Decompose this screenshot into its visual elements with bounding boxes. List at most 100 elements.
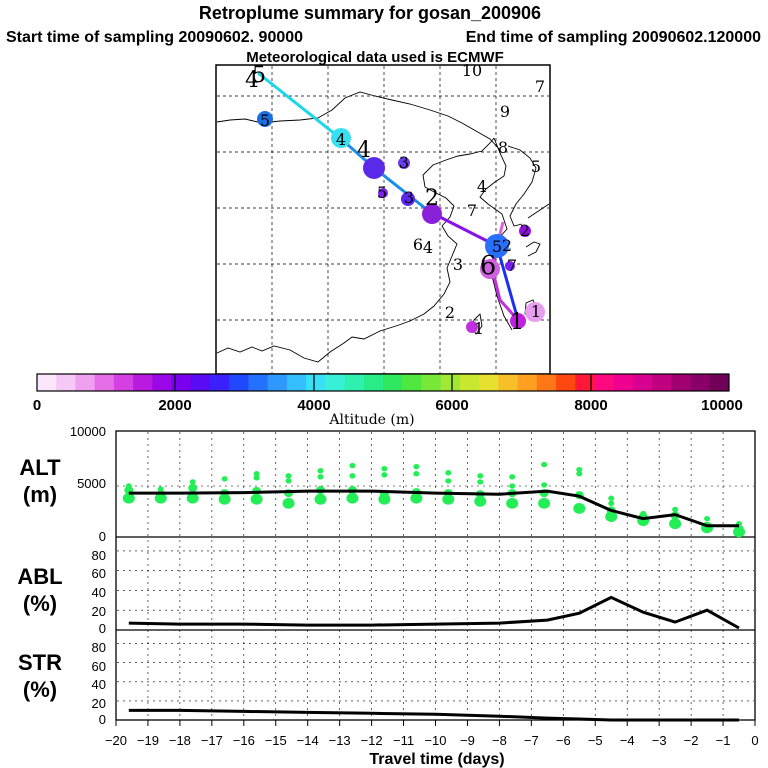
alt-cluster-dot — [349, 473, 356, 479]
alt-cluster-dot — [640, 510, 647, 517]
alt-cluster-dot — [538, 497, 551, 509]
cluster-marker — [519, 225, 531, 237]
alt-cluster-dot — [704, 515, 711, 522]
cluster-marker — [363, 157, 385, 179]
cluster-marker — [525, 302, 545, 322]
alt-cluster-dot — [317, 474, 324, 480]
alt-cluster-dot — [125, 483, 132, 489]
cluster-label-1-c: 1 — [531, 302, 541, 321]
cluster-label-2-mid: 2 — [425, 186, 439, 211]
x-tick-label: −14 — [297, 733, 319, 748]
x-tick-label: −7 — [524, 733, 539, 748]
x-tick-label: −12 — [361, 733, 383, 748]
colorbar-cell — [94, 374, 115, 391]
colorbar-cell — [248, 374, 269, 391]
cluster-marker — [398, 157, 410, 169]
alt-cluster-dot — [576, 466, 583, 473]
x-tick-label: −6 — [556, 733, 571, 748]
colorbar-cell — [171, 374, 192, 391]
x-tick-label: −10 — [424, 733, 446, 748]
colorbar-cell — [267, 374, 288, 391]
colorbar-cell — [75, 374, 96, 391]
cluster-label-4-nw: 4 — [245, 68, 259, 93]
cluster-label-7-ne: 7 — [535, 77, 545, 96]
alt-cluster-dot — [381, 465, 388, 472]
alt-cluster-dot — [477, 479, 484, 485]
colorbar-cell — [440, 374, 461, 391]
str-ytick-0: 0 — [99, 712, 106, 727]
x-tick-label: −2 — [684, 733, 699, 748]
abl-panel-unit: (%) — [23, 591, 57, 616]
colorbar-cell — [479, 374, 499, 391]
str-ytick-20: 20 — [92, 696, 106, 711]
alt-cluster-dot — [669, 518, 682, 530]
colorbar-cell — [152, 374, 173, 391]
alt-cluster-dot — [608, 500, 615, 507]
cluster-label-9: 9 — [500, 102, 510, 121]
abl-panel-label: ABL — [17, 564, 62, 589]
colorbar-cell — [383, 374, 403, 391]
cluster-label-5-gosan: 5 — [492, 237, 502, 256]
cluster-marker — [257, 111, 273, 127]
trajectory-segment — [495, 245, 520, 321]
alt-cluster-dot — [477, 473, 484, 479]
cluster-label-8: 8 — [498, 138, 508, 157]
alt-cluster-dot — [442, 493, 455, 505]
alt-cluster-dot — [189, 479, 196, 485]
str-ytick-40: 40 — [92, 677, 106, 692]
series-lines — [128, 489, 740, 722]
alt-cluster-dot — [410, 492, 423, 504]
cluster-label-5-e: 5 — [531, 157, 541, 176]
x-tick-label: −11 — [393, 733, 414, 748]
alt-cluster-dot — [122, 492, 135, 504]
cluster-label-3-b: 3 — [404, 188, 414, 207]
colorbar-cell — [210, 374, 230, 391]
start-time-label: Start time of sampling 20090602. 90000 — [6, 29, 303, 46]
cluster-label-7-s: 7 — [507, 256, 517, 275]
cluster-label-4-big: 4 — [357, 138, 371, 163]
x-tick-label: −4 — [620, 733, 635, 748]
abl-ytick-0: 0 — [99, 621, 106, 636]
alt-ytick-5000: 5000 — [77, 476, 106, 491]
colorbar-cell — [459, 374, 480, 391]
x-tick-label: −1 — [716, 733, 731, 748]
alt-cluster-dot — [282, 497, 295, 509]
alt-cluster-dot — [381, 472, 388, 478]
colorbar-tick-2000: 2000 — [158, 397, 191, 414]
cluster-label-7-mid: 7 — [467, 201, 477, 220]
x-tick-label: −3 — [652, 733, 667, 748]
colorbar-cell — [306, 374, 326, 391]
alt-cluster-dot — [474, 495, 487, 507]
colorbar-cell — [652, 374, 672, 391]
colorbar-cells — [37, 374, 730, 391]
cluster-label-6-big: 6 — [480, 251, 497, 281]
cluster-label-6-w: 6 — [413, 235, 423, 254]
colorbar-tick-4000: 4000 — [297, 397, 330, 414]
abl-ytick-60: 60 — [92, 566, 106, 581]
alt-cluster-dot — [541, 461, 548, 468]
x-axis-label: Travel time (days) — [369, 751, 504, 768]
alt-cluster-dot — [506, 497, 519, 509]
cluster-label-2-s: 2 — [445, 303, 455, 322]
x-tick-label: −16 — [233, 733, 255, 748]
str-panel-unit: (%) — [23, 677, 57, 702]
colorbar-cell — [498, 374, 519, 391]
alt-cluster-dot — [608, 495, 615, 501]
alt-cluster-dot — [221, 476, 228, 482]
colorbar-cell — [632, 374, 653, 391]
x-tick-label: −20 — [105, 733, 127, 748]
alt-cluster-dot — [445, 478, 452, 484]
alt-cluster-dot — [349, 462, 356, 469]
cluster-marker — [485, 234, 509, 258]
chart-title: Retroplume summary for gosan_200906 — [199, 3, 541, 23]
colorbar-cell — [402, 374, 422, 391]
cluster-label-2-e: 2 — [520, 221, 530, 240]
cluster-label-4-e: 4 — [477, 177, 487, 196]
alt-cluster-dot — [346, 492, 359, 504]
str-ytick-80: 80 — [92, 640, 106, 655]
colorbar-cell — [575, 374, 595, 391]
colorbar-cell — [517, 374, 538, 391]
colorbar-cell — [229, 374, 249, 391]
cluster-label-3-a: 3 — [399, 153, 409, 172]
